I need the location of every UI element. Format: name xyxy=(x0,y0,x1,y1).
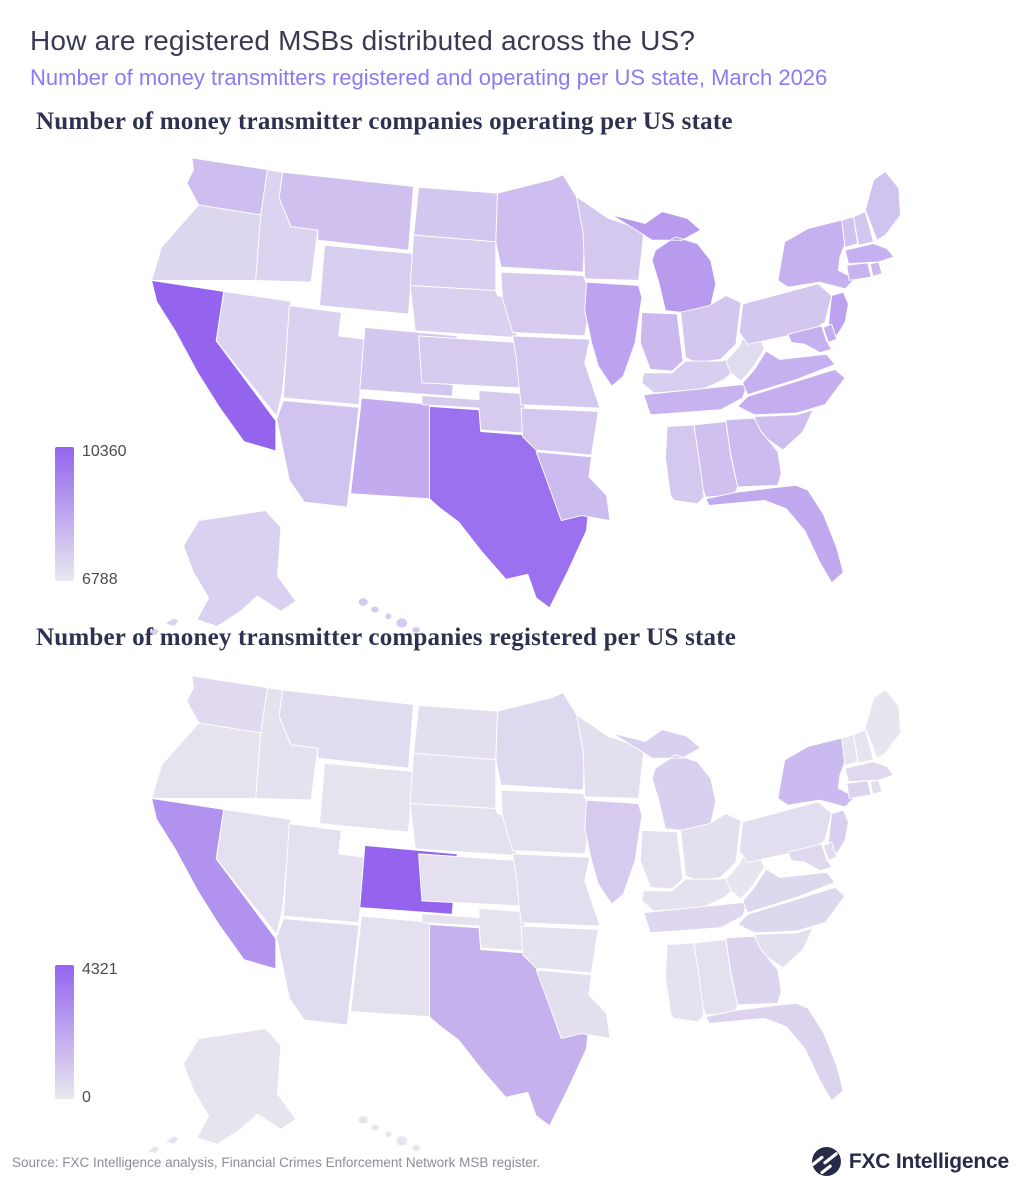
map1-title: Number of money transmitter companies op… xyxy=(36,108,733,135)
state-ne[interactable] xyxy=(409,285,518,339)
state-nc[interactable] xyxy=(737,886,846,934)
legend-max-label: 10360 xyxy=(82,443,127,460)
state-wy[interactable] xyxy=(319,244,414,315)
state-nj[interactable] xyxy=(827,809,849,855)
state-ma[interactable] xyxy=(844,761,895,783)
state-wi[interactable] xyxy=(575,196,645,281)
state-ny[interactable] xyxy=(777,737,856,808)
state-ar[interactable] xyxy=(520,925,599,974)
state-nv[interactable] xyxy=(215,290,292,417)
state-ne[interactable] xyxy=(409,803,518,857)
state-ak[interactable] xyxy=(146,1028,297,1155)
state-ks[interactable] xyxy=(418,335,522,389)
state-nm[interactable] xyxy=(350,915,435,1018)
state-sd[interactable] xyxy=(409,752,497,809)
state-or[interactable] xyxy=(151,722,262,799)
state-wy[interactable] xyxy=(319,762,414,833)
us-choropleth-map-registered xyxy=(146,675,901,1155)
legend-gradient-bar xyxy=(55,965,74,1099)
state-wv[interactable] xyxy=(725,332,765,382)
state-ia[interactable] xyxy=(500,271,592,337)
state-or[interactable] xyxy=(151,204,262,281)
state-wi[interactable] xyxy=(575,714,645,799)
legend-min-label: 0 xyxy=(82,1089,91,1106)
state-nd[interactable] xyxy=(413,704,498,761)
state-fl[interactable] xyxy=(705,1002,844,1102)
state-ut[interactable] xyxy=(282,305,366,406)
state-de[interactable] xyxy=(822,323,838,344)
page-subtitle: Number of money transmitters registered … xyxy=(30,65,828,90)
legend-max-label: 4321 xyxy=(82,961,118,978)
state-vt[interactable] xyxy=(841,216,859,249)
state-tn[interactable] xyxy=(643,382,749,416)
state-vt[interactable] xyxy=(841,734,859,767)
state-ms[interactable] xyxy=(664,942,705,1023)
legend-min-label: 6788 xyxy=(82,571,118,588)
source-note: Source: FXC Intelligence analysis, Finan… xyxy=(12,1155,541,1170)
state-me[interactable] xyxy=(864,170,901,241)
state-la[interactable] xyxy=(535,969,611,1040)
state-sd[interactable] xyxy=(409,234,497,291)
fxc-logo-text: FXC Intelligence xyxy=(848,1149,1009,1173)
state-va[interactable] xyxy=(742,868,836,914)
state-in[interactable] xyxy=(639,829,684,890)
fxc-intelligence-logo: FXC Intelligence xyxy=(811,1146,1009,1177)
state-ar[interactable] xyxy=(520,407,599,456)
state-oh[interactable] xyxy=(680,813,742,882)
state-nh[interactable] xyxy=(853,211,875,246)
state-me[interactable] xyxy=(864,688,901,759)
state-tn[interactable] xyxy=(643,900,749,934)
map2-title: Number of money transmitter companies re… xyxy=(36,624,737,651)
state-md[interactable] xyxy=(787,325,833,354)
state-ak[interactable] xyxy=(146,510,297,637)
state-nm[interactable] xyxy=(350,397,435,500)
state-nv[interactable] xyxy=(215,808,292,935)
state-la[interactable] xyxy=(535,451,611,522)
state-fl[interactable] xyxy=(705,484,844,584)
state-il[interactable] xyxy=(584,799,643,905)
state-hi[interactable] xyxy=(357,597,421,634)
state-ri[interactable] xyxy=(869,261,883,277)
state-in[interactable] xyxy=(639,311,684,372)
state-mo[interactable] xyxy=(512,853,601,927)
state-mt[interactable] xyxy=(278,689,414,769)
state-ia[interactable] xyxy=(500,789,592,855)
state-va[interactable] xyxy=(742,350,836,396)
state-nc[interactable] xyxy=(737,368,846,416)
state-ut[interactable] xyxy=(282,823,366,924)
state-ms[interactable] xyxy=(664,424,705,505)
state-ma[interactable] xyxy=(844,243,895,265)
page-title: How are registered MSBs distributed acro… xyxy=(30,25,696,56)
state-nd[interactable] xyxy=(413,186,498,243)
legend-gradient-bar xyxy=(55,447,74,581)
state-ri[interactable] xyxy=(869,779,883,795)
state-nh[interactable] xyxy=(853,729,875,764)
state-ct[interactable] xyxy=(846,780,872,799)
state-oh[interactable] xyxy=(680,295,742,364)
us-choropleth-map-operating xyxy=(146,157,901,637)
state-de[interactable] xyxy=(822,841,838,862)
state-mt[interactable] xyxy=(278,171,414,251)
fxc-logo-icon xyxy=(811,1147,841,1176)
state-az[interactable] xyxy=(276,918,360,1026)
state-nj[interactable] xyxy=(827,291,849,337)
state-az[interactable] xyxy=(276,400,360,508)
state-il[interactable] xyxy=(584,281,643,387)
state-ct[interactable] xyxy=(846,262,872,281)
state-md[interactable] xyxy=(787,843,833,872)
state-ks[interactable] xyxy=(418,853,522,907)
state-ny[interactable] xyxy=(777,219,856,290)
state-hi[interactable] xyxy=(357,1115,421,1152)
state-wv[interactable] xyxy=(725,850,765,900)
state-mo[interactable] xyxy=(512,335,601,409)
